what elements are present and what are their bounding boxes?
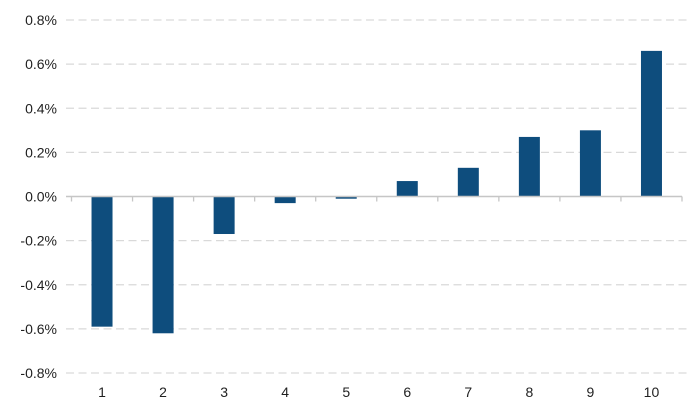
x-tick-label: 6 [403, 384, 411, 400]
x-tick-label: 2 [159, 384, 167, 400]
y-tick-label: 0.2% [25, 144, 57, 160]
x-tick-label: 5 [342, 384, 350, 400]
y-tick-label: -0.8% [20, 365, 57, 381]
bar [396, 181, 418, 197]
x-tick-label: 10 [644, 384, 660, 400]
y-tick-label: 0.0% [25, 189, 57, 205]
bar [640, 50, 662, 197]
x-tick-label: 8 [525, 384, 533, 400]
bar [518, 136, 540, 197]
y-tick-label: 0.6% [25, 56, 57, 72]
x-tick-label: 3 [220, 384, 228, 400]
y-tick-label: -0.4% [20, 277, 57, 293]
x-tick-label: 1 [98, 384, 106, 400]
y-tick-label: -0.6% [20, 321, 57, 337]
bar [335, 196, 357, 199]
y-tick-label: -0.2% [20, 233, 57, 249]
y-tick-label: 0.4% [25, 100, 57, 116]
bar [579, 130, 601, 197]
bar [457, 167, 479, 197]
x-tick-label: 4 [281, 384, 289, 400]
y-tick-label: 0.8% [25, 12, 57, 28]
bar [91, 196, 113, 327]
bar [213, 196, 235, 235]
x-tick-label: 9 [587, 384, 595, 400]
bar [274, 196, 296, 204]
bar [152, 196, 174, 334]
x-tick-label: 7 [464, 384, 472, 400]
